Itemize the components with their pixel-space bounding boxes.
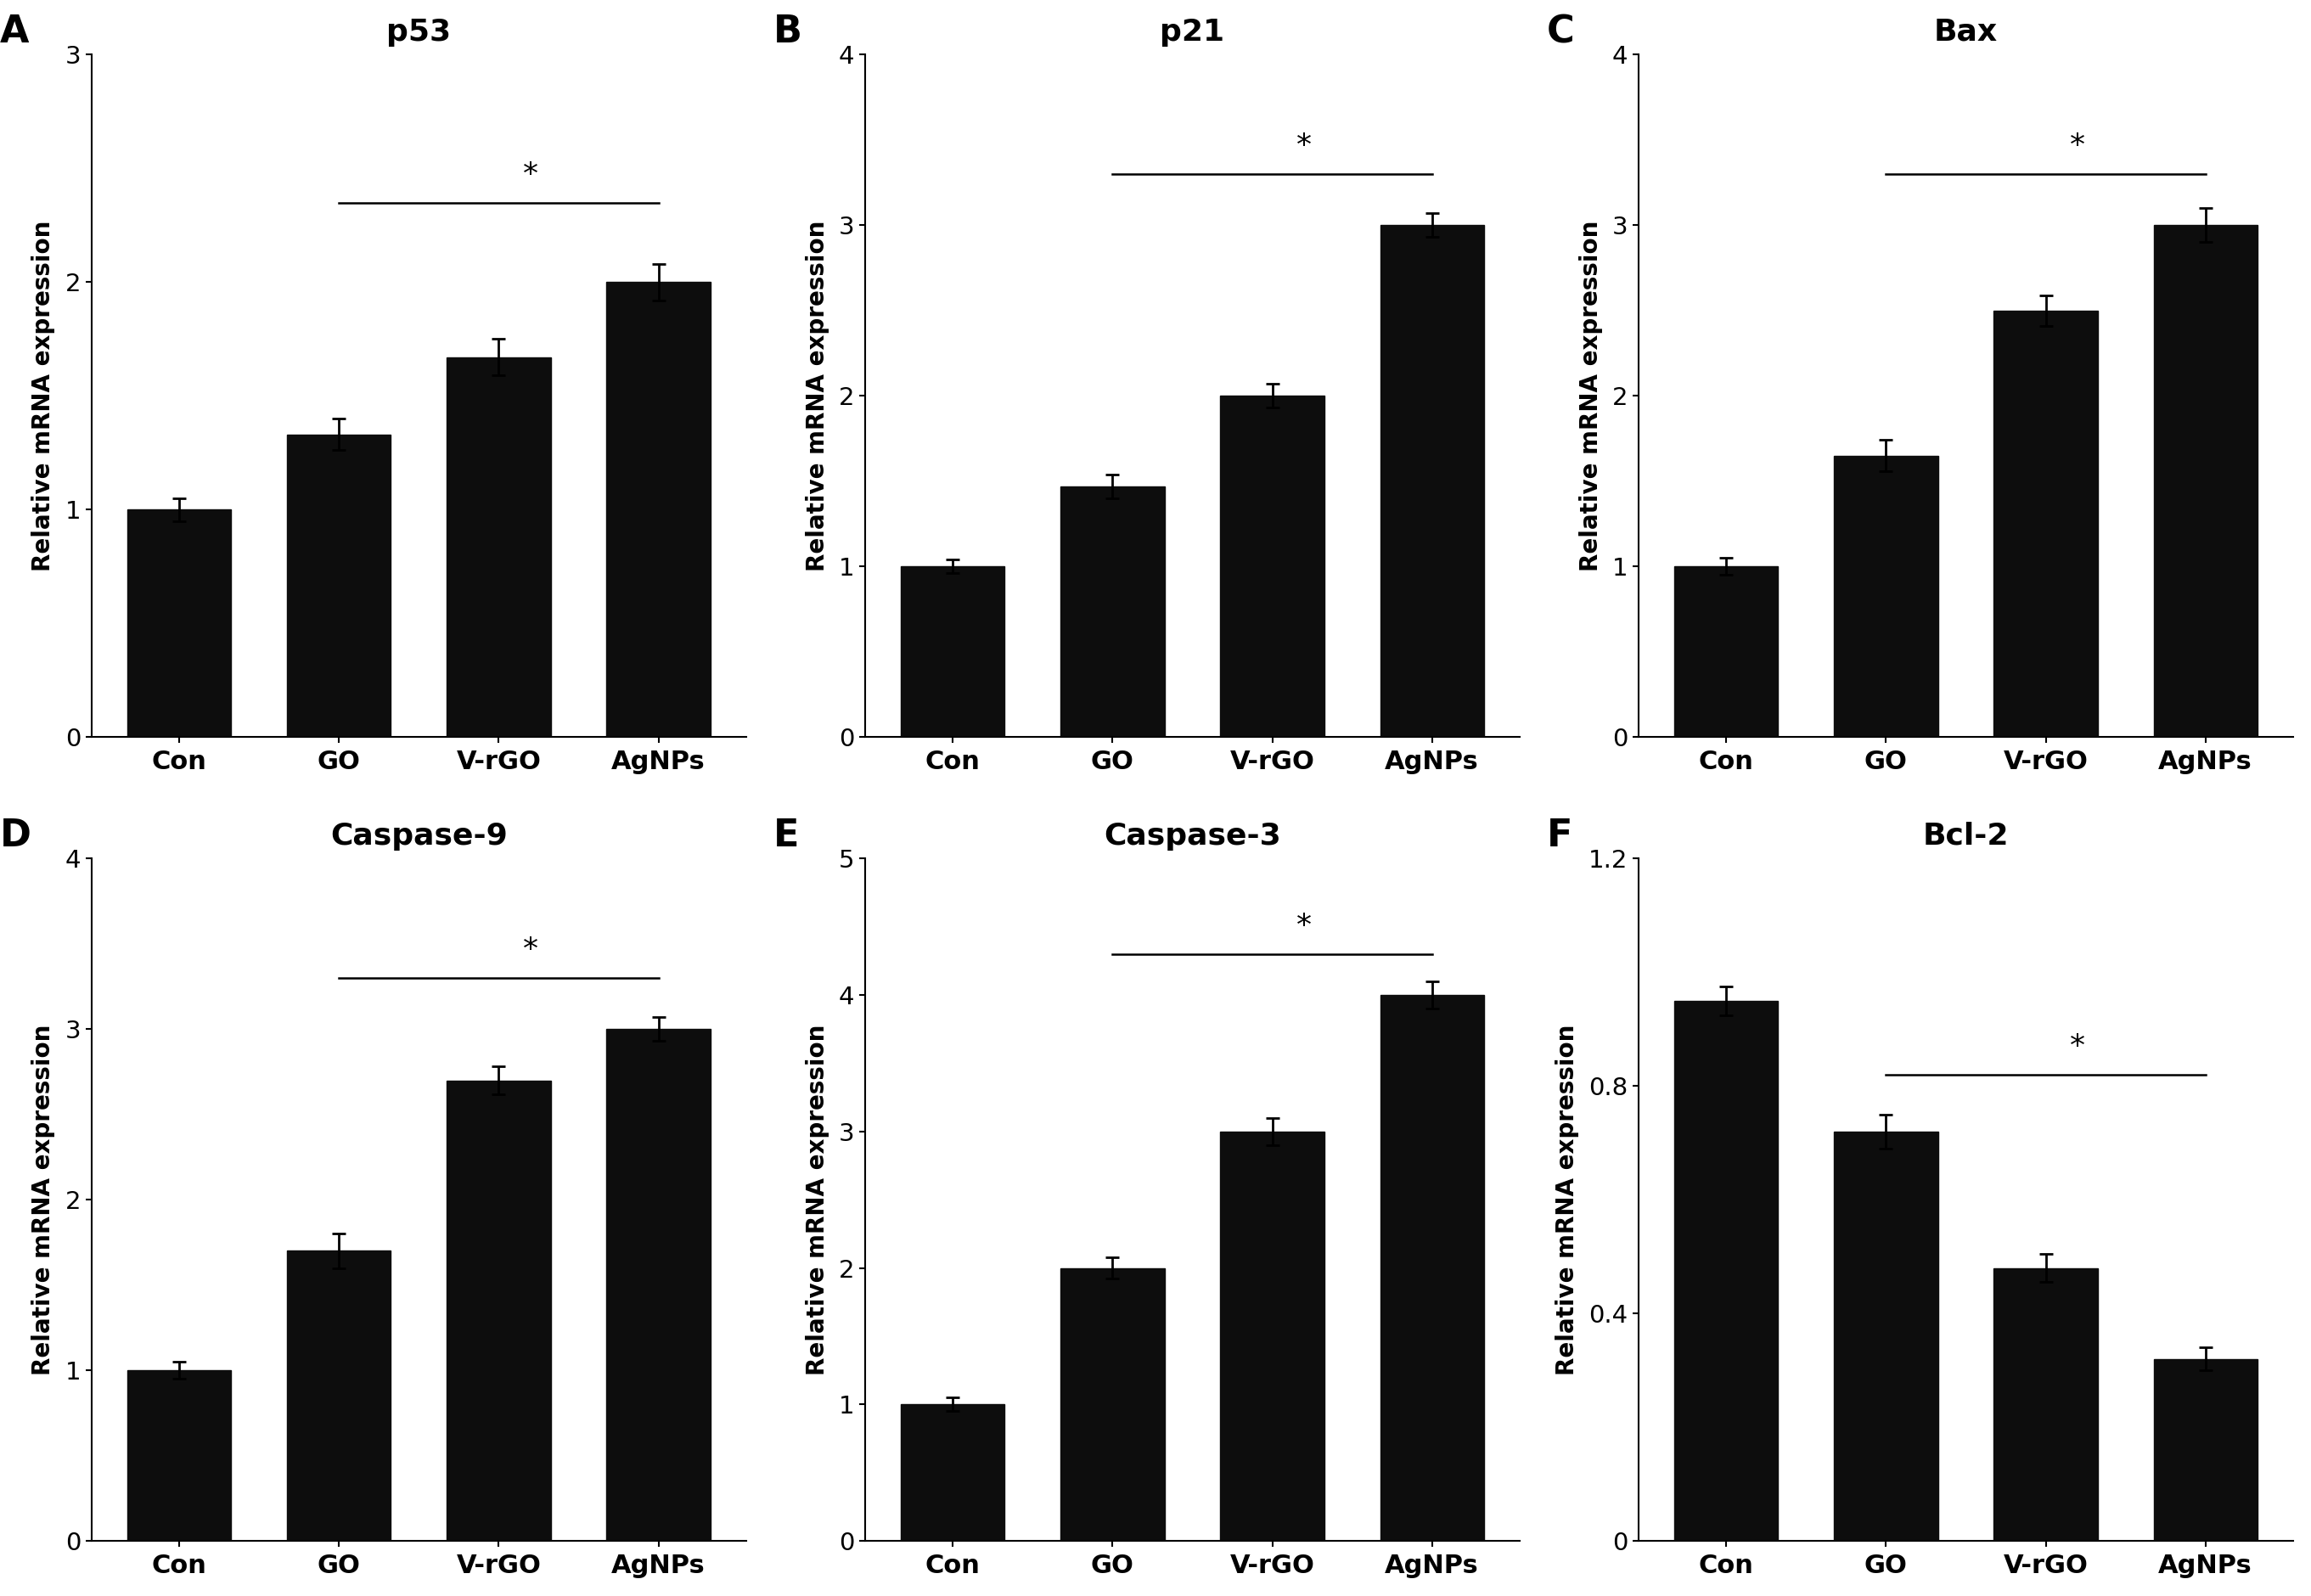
Text: *: * [1296, 131, 1313, 161]
Bar [446, 1080, 550, 1540]
Bar [127, 509, 231, 737]
Bar [605, 1029, 709, 1540]
Y-axis label: Relative mRNA expression: Relative mRNA expression [32, 220, 55, 571]
Text: E: E [774, 817, 800, 854]
Bar [1220, 396, 1324, 737]
Text: *: * [522, 160, 538, 188]
Bar [1061, 1267, 1165, 1540]
Text: *: * [522, 935, 538, 964]
Y-axis label: Relative mRNA expression: Relative mRNA expression [804, 220, 830, 571]
Y-axis label: Relative mRNA expression: Relative mRNA expression [804, 1025, 830, 1376]
Bar [1994, 1267, 2098, 1540]
Bar [2154, 225, 2258, 737]
Text: *: * [2071, 1033, 2085, 1061]
Title: Bax: Bax [1934, 18, 1997, 46]
Title: Bcl-2: Bcl-2 [1923, 822, 2008, 851]
Y-axis label: Relative mRNA expression: Relative mRNA expression [1578, 220, 1602, 571]
Text: *: * [2071, 131, 2085, 161]
Title: Caspase-3: Caspase-3 [1105, 822, 1280, 851]
Text: D: D [0, 817, 30, 854]
Y-axis label: Relative mRNA expression: Relative mRNA expression [32, 1025, 55, 1376]
Bar [605, 282, 709, 737]
Bar [2154, 1358, 2258, 1540]
Title: Caspase-9: Caspase-9 [330, 822, 508, 851]
Text: *: * [1296, 911, 1313, 940]
Bar [901, 567, 1005, 737]
Title: p53: p53 [386, 18, 451, 46]
Text: B: B [774, 14, 802, 51]
Bar [1675, 1001, 1777, 1540]
Bar [446, 358, 550, 737]
Bar [287, 1251, 391, 1540]
Y-axis label: Relative mRNA expression: Relative mRNA expression [1555, 1025, 1578, 1376]
Text: A: A [0, 14, 30, 51]
Bar [901, 1404, 1005, 1540]
Bar [287, 434, 391, 737]
Bar [1220, 1132, 1324, 1540]
Bar [1835, 1132, 1939, 1540]
Bar [1380, 225, 1484, 737]
Bar [1675, 567, 1777, 737]
Bar [1380, 994, 1484, 1540]
Bar [127, 1371, 231, 1540]
Text: F: F [1546, 817, 1571, 854]
Bar [1061, 487, 1165, 737]
Bar [1994, 311, 2098, 737]
Text: C: C [1546, 14, 1574, 51]
Title: p21: p21 [1160, 18, 1225, 46]
Bar [1835, 455, 1939, 737]
